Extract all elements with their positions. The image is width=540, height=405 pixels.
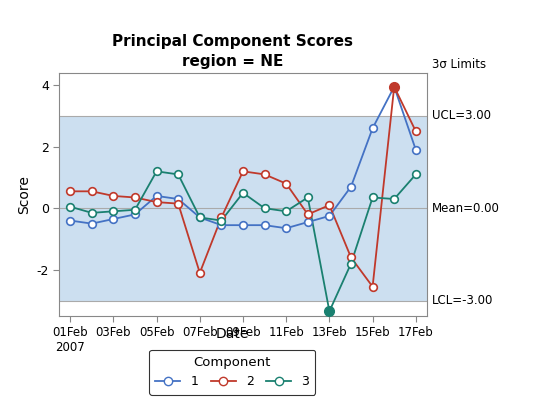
Text: LCL=-3.00: LCL=-3.00	[432, 294, 494, 307]
Y-axis label: Score: Score	[17, 175, 31, 214]
Text: 3σ Limits: 3σ Limits	[432, 58, 486, 71]
Text: Mean=0.00: Mean=0.00	[432, 202, 500, 215]
Text: Principal Component Scores: Principal Component Scores	[112, 34, 353, 49]
Text: region = NE: region = NE	[181, 54, 283, 69]
Legend: 1, 2, 3: 1, 2, 3	[149, 350, 315, 395]
Text: UCL=3.00: UCL=3.00	[432, 109, 491, 122]
Bar	[59, 116, 427, 301]
Text: Date: Date	[215, 327, 249, 341]
